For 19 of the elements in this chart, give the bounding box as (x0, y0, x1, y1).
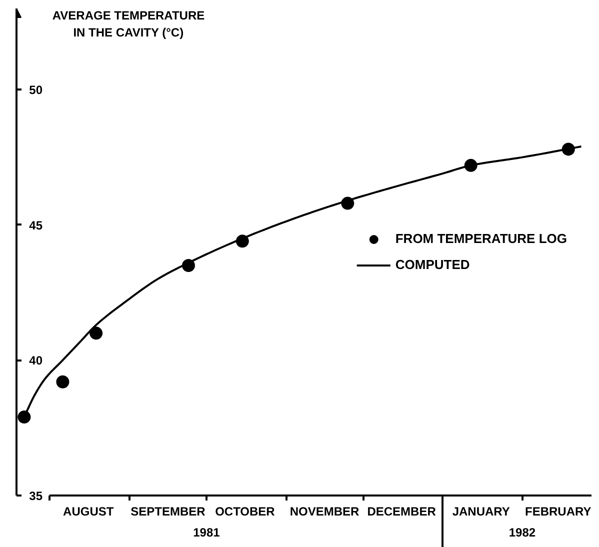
point (56, 375, 70, 388)
y-tick-label: 35 (29, 489, 43, 503)
point (18, 410, 31, 424)
y-axis-title: AVERAGE TEMPERATURE IN THE CAVITY (°C) (52, 8, 205, 40)
y-tick-label: 40 (29, 354, 43, 368)
point (90, 326, 103, 340)
x-tick-label: AUGUST (63, 504, 114, 518)
x-tick-label: JANUARY (452, 504, 510, 518)
legend-label: FROM TEMPERATURE LOG (395, 231, 567, 246)
y-tick-label: 50 (29, 83, 43, 98)
x2-tick-label: 1981 (193, 526, 220, 540)
x-tick-label: DECEMBER (367, 504, 436, 518)
x2-tick-label: 1982 (508, 526, 536, 540)
y-tick-label: 45 (29, 218, 43, 232)
x-tick-label: OCTOBER (215, 504, 276, 518)
x-tick-label: NOVEMBER (290, 504, 360, 518)
legend-label: COMPUTED (395, 257, 470, 272)
x-tick-label: FEBRUARY (525, 504, 592, 518)
x-tick-label: SEPTEMBER (130, 504, 206, 518)
